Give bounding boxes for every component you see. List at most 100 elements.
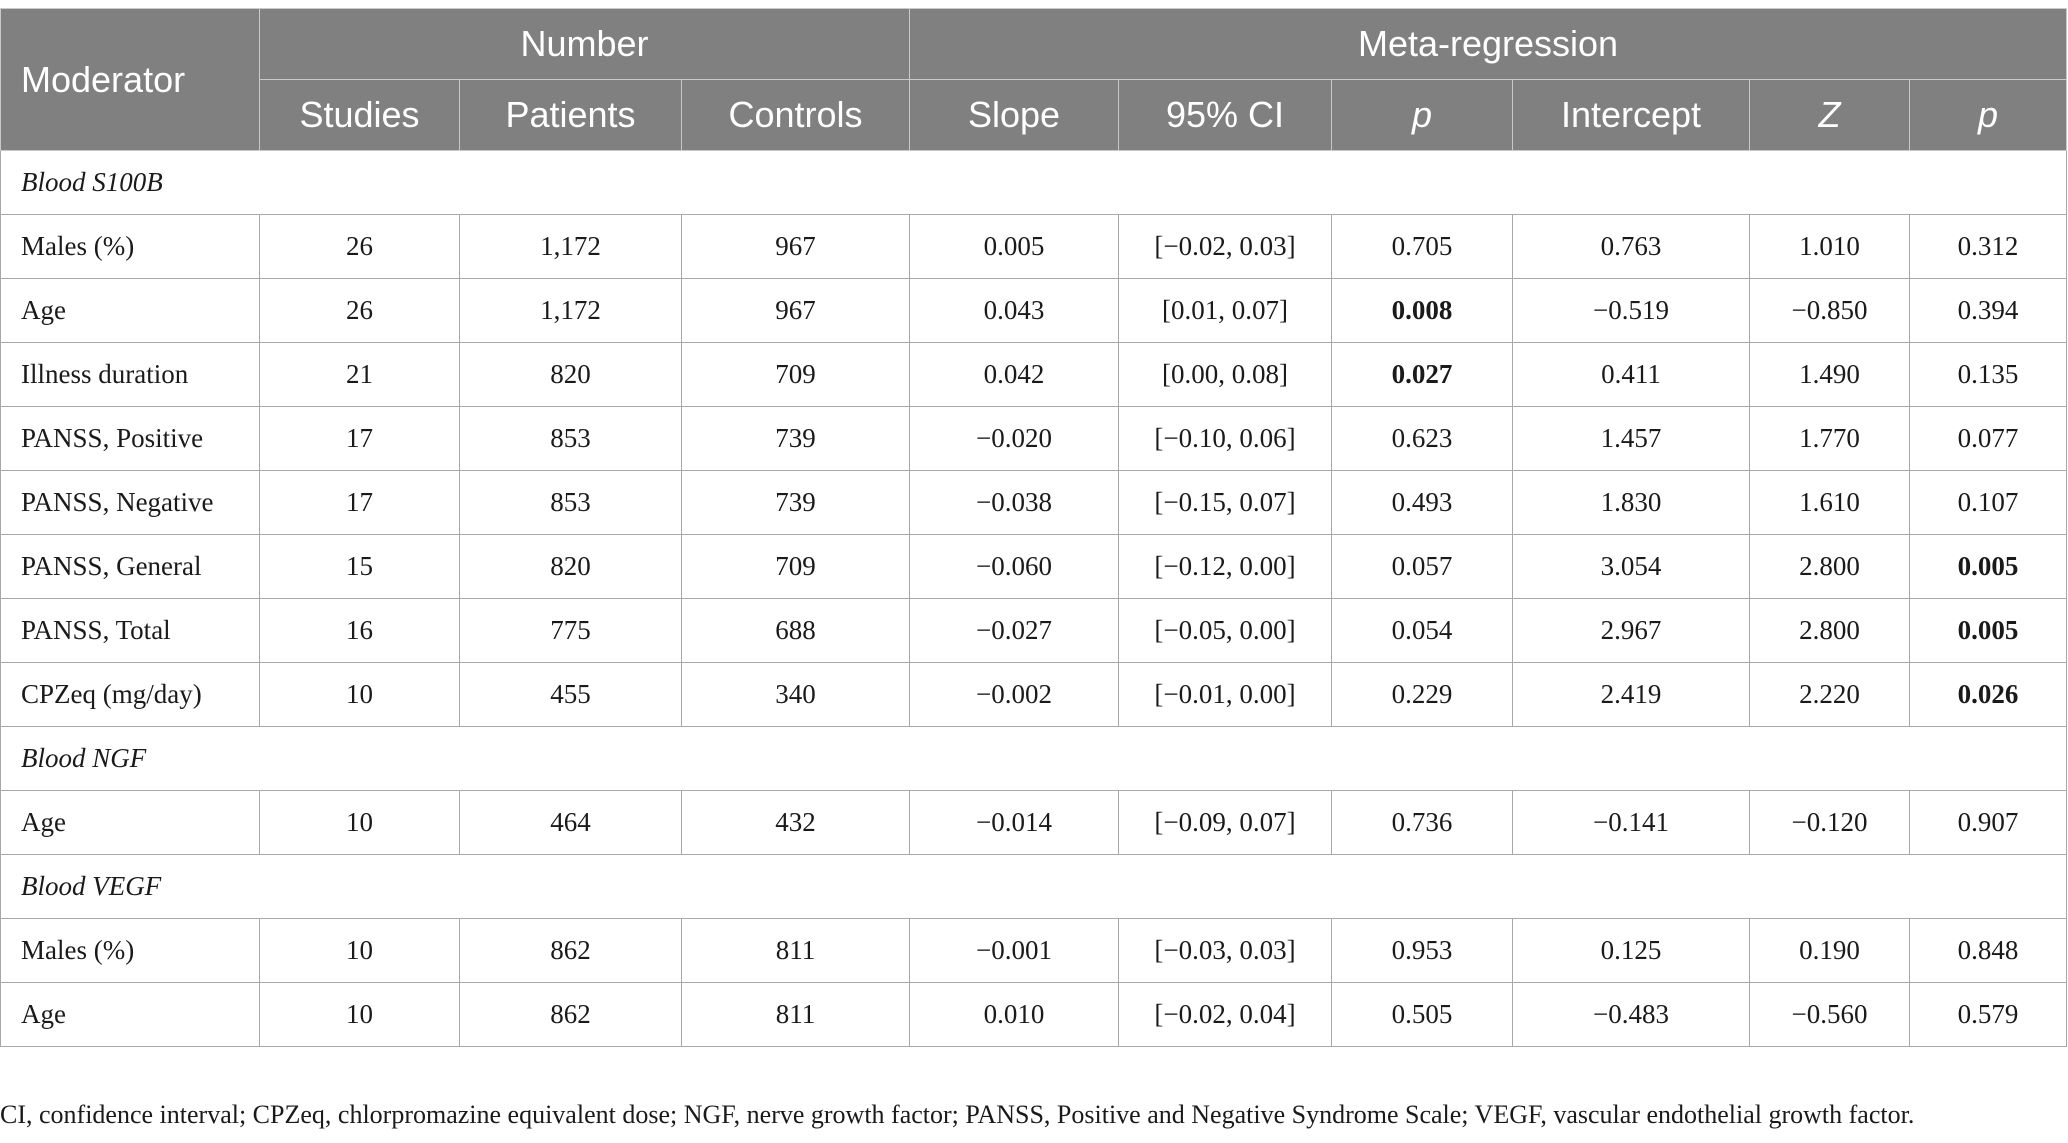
header-ci: 95% CI bbox=[1118, 79, 1332, 151]
header-studies: Studies bbox=[259, 79, 460, 151]
ci-cell: [0.01, 0.07] bbox=[1118, 278, 1332, 343]
moderator-cell: PANSS, Total bbox=[0, 598, 260, 663]
table-row: Males (%) 10 862 811 −0.001 [−0.03, 0.03… bbox=[0, 918, 2068, 983]
intercept-cell: 2.419 bbox=[1512, 662, 1750, 727]
moderator-cell: PANSS, Negative bbox=[0, 470, 260, 535]
slope-cell: −0.060 bbox=[909, 534, 1119, 599]
section-s100b: Blood S100B bbox=[0, 150, 2068, 215]
controls-cell: 709 bbox=[681, 534, 910, 599]
header-meta-regression: Meta-regression bbox=[908, 8, 2068, 80]
studies-cell: 17 bbox=[259, 470, 460, 535]
controls-cell: 811 bbox=[681, 982, 910, 1047]
p-slope-cell: 0.623 bbox=[1331, 406, 1513, 471]
table-row: Age 10 464 432 −0.014 [−0.09, 0.07] 0.73… bbox=[0, 790, 2068, 855]
p-slope-cell: 0.054 bbox=[1331, 598, 1513, 663]
studies-cell: 10 bbox=[259, 918, 460, 983]
moderator-cell: PANSS, General bbox=[0, 534, 260, 599]
p-intercept-cell: 0.907 bbox=[1908, 790, 2068, 855]
controls-cell: 688 bbox=[681, 598, 910, 663]
header-z: Z bbox=[1749, 79, 1910, 151]
moderator-cell: Males (%) bbox=[0, 214, 260, 279]
ci-cell: [−0.15, 0.07] bbox=[1118, 470, 1332, 535]
section-row: Blood VEGF bbox=[0, 854, 2068, 919]
z-cell: 2.800 bbox=[1749, 598, 1910, 663]
z-cell: 1.770 bbox=[1749, 406, 1910, 471]
controls-cell: 967 bbox=[681, 278, 910, 343]
table-row: Males (%) 26 1,172 967 0.005 [−0.02, 0.0… bbox=[0, 214, 2068, 279]
intercept-cell: 3.054 bbox=[1512, 534, 1750, 599]
slope-cell: −0.020 bbox=[909, 406, 1119, 471]
studies-cell: 26 bbox=[259, 278, 460, 343]
header-moderator: Moderator bbox=[0, 8, 260, 151]
p-intercept-cell: 0.107 bbox=[1908, 470, 2068, 535]
table-row: CPZeq (mg/day) 10 455 340 −0.002 [−0.01,… bbox=[0, 662, 2068, 727]
p-intercept-cell: 0.579 bbox=[1908, 982, 2068, 1047]
moderator-cell: Illness duration bbox=[0, 342, 260, 407]
intercept-cell: 0.125 bbox=[1512, 918, 1750, 983]
slope-cell: 0.005 bbox=[909, 214, 1119, 279]
intercept-cell: 0.411 bbox=[1512, 342, 1750, 407]
header-controls: Controls bbox=[681, 79, 910, 151]
moderator-cell: CPZeq (mg/day) bbox=[0, 662, 260, 727]
p-intercept-cell: 0.848 bbox=[1908, 918, 2068, 983]
intercept-cell: −0.519 bbox=[1512, 278, 1750, 343]
p-slope-cell: 0.493 bbox=[1331, 470, 1513, 535]
header-intercept: Intercept bbox=[1512, 79, 1750, 151]
header-number: Number bbox=[259, 8, 910, 80]
table-row: PANSS, Positive 17 853 739 −0.020 [−0.10… bbox=[0, 406, 2068, 471]
p-slope-cell: 0.736 bbox=[1331, 790, 1513, 855]
moderator-cell: Age bbox=[0, 982, 260, 1047]
ci-cell: [−0.10, 0.06] bbox=[1118, 406, 1332, 471]
controls-cell: 739 bbox=[681, 406, 910, 471]
ci-cell: [−0.05, 0.00] bbox=[1118, 598, 1332, 663]
ci-cell: [0.00, 0.08] bbox=[1118, 342, 1332, 407]
ci-cell: [−0.03, 0.03] bbox=[1118, 918, 1332, 983]
controls-cell: 340 bbox=[681, 662, 910, 727]
table-row: PANSS, Total 16 775 688 −0.027 [−0.05, 0… bbox=[0, 598, 2068, 663]
p-intercept-cell: 0.312 bbox=[1908, 214, 2068, 279]
p-slope-cell: 0.229 bbox=[1331, 662, 1513, 727]
header-patients: Patients bbox=[459, 79, 682, 151]
intercept-cell: 0.763 bbox=[1512, 214, 1750, 279]
patients-cell: 1,172 bbox=[459, 214, 682, 279]
p-intercept-cell: 0.005 bbox=[1908, 598, 2068, 663]
p-slope-cell: 0.505 bbox=[1331, 982, 1513, 1047]
p-slope-cell: 0.953 bbox=[1331, 918, 1513, 983]
ci-cell: [−0.02, 0.03] bbox=[1118, 214, 1332, 279]
patients-cell: 775 bbox=[459, 598, 682, 663]
z-cell: −0.560 bbox=[1749, 982, 1910, 1047]
section-vegf: Blood VEGF bbox=[0, 854, 2068, 919]
controls-cell: 739 bbox=[681, 470, 910, 535]
moderator-cell: PANSS, Positive bbox=[0, 406, 260, 471]
p-slope-cell: 0.008 bbox=[1331, 278, 1513, 343]
intercept-cell: −0.141 bbox=[1512, 790, 1750, 855]
slope-cell: −0.038 bbox=[909, 470, 1119, 535]
ci-cell: [−0.09, 0.07] bbox=[1118, 790, 1332, 855]
p-slope-cell: 0.705 bbox=[1331, 214, 1513, 279]
studies-cell: 21 bbox=[259, 342, 460, 407]
studies-cell: 10 bbox=[259, 982, 460, 1047]
p-intercept-cell: 0.026 bbox=[1908, 662, 2068, 727]
patients-cell: 862 bbox=[459, 918, 682, 983]
z-cell: −0.120 bbox=[1749, 790, 1910, 855]
p-slope-cell: 0.027 bbox=[1331, 342, 1513, 407]
studies-cell: 26 bbox=[259, 214, 460, 279]
p-intercept-cell: 0.005 bbox=[1908, 534, 2068, 599]
table-row: PANSS, Negative 17 853 739 −0.038 [−0.15… bbox=[0, 470, 2068, 535]
p-intercept-cell: 0.077 bbox=[1908, 406, 2068, 471]
intercept-cell: 1.457 bbox=[1512, 406, 1750, 471]
p-intercept-cell: 0.394 bbox=[1908, 278, 2068, 343]
slope-cell: 0.042 bbox=[909, 342, 1119, 407]
table-row: Age 26 1,172 967 0.043 [0.01, 0.07] 0.00… bbox=[0, 278, 2068, 343]
patients-cell: 820 bbox=[459, 342, 682, 407]
ci-cell: [−0.02, 0.04] bbox=[1118, 982, 1332, 1047]
section-row: Blood NGF bbox=[0, 726, 2068, 791]
table-row: Age 10 862 811 0.010 [−0.02, 0.04] 0.505… bbox=[0, 982, 2068, 1047]
studies-cell: 10 bbox=[259, 662, 460, 727]
moderator-cell: Age bbox=[0, 278, 260, 343]
z-cell: 2.220 bbox=[1749, 662, 1910, 727]
ci-cell: [−0.12, 0.00] bbox=[1118, 534, 1332, 599]
slope-cell: 0.010 bbox=[909, 982, 1119, 1047]
header-slope: Slope bbox=[909, 79, 1119, 151]
controls-cell: 709 bbox=[681, 342, 910, 407]
